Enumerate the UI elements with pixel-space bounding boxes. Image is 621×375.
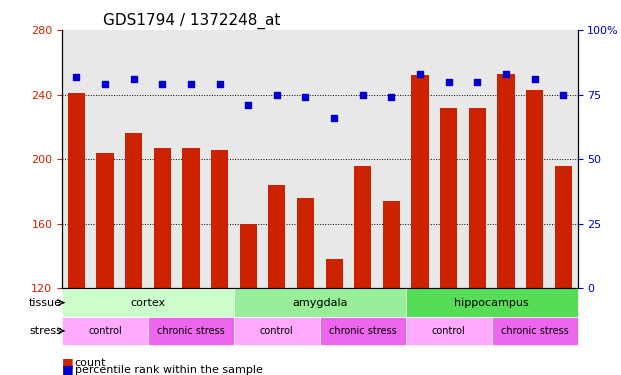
Point [358,92,368,98]
Point [71,74,81,80]
FancyBboxPatch shape [62,317,148,345]
Text: count: count [75,358,106,368]
Text: ■: ■ [62,356,74,369]
Point [301,94,310,100]
Point [473,79,483,85]
Text: tissue: tissue [29,298,62,307]
Point [501,71,511,77]
Bar [325,260,343,288]
Point [386,94,396,100]
FancyBboxPatch shape [148,317,234,345]
Text: cortex: cortex [130,298,166,307]
Bar [211,150,228,288]
Text: amygdala: amygdala [292,298,348,307]
Point [272,92,282,98]
Bar [183,148,199,288]
Bar [469,108,486,288]
Bar [526,90,543,288]
Bar [268,185,286,288]
Text: control: control [432,326,466,336]
Point [443,79,453,85]
Bar [412,75,428,288]
FancyBboxPatch shape [406,317,492,345]
Bar [555,166,572,288]
Point [558,92,568,98]
Point [530,76,540,82]
Bar [96,153,114,288]
Text: ■: ■ [62,363,74,375]
FancyBboxPatch shape [492,317,578,345]
Point [415,71,425,77]
Text: chronic stress: chronic stress [157,326,225,336]
Bar [497,74,515,288]
Bar [68,93,85,288]
Text: stress: stress [29,326,62,336]
FancyBboxPatch shape [234,317,320,345]
FancyBboxPatch shape [320,317,406,345]
Point [129,76,138,82]
Bar [240,224,257,288]
Point [186,81,196,87]
FancyBboxPatch shape [62,288,234,317]
FancyBboxPatch shape [406,288,578,317]
Point [215,81,225,87]
Text: hippocampus: hippocampus [454,298,529,307]
Bar [297,198,314,288]
Point [329,115,339,121]
Text: chronic stress: chronic stress [329,326,397,336]
Text: GDS1794 / 1372248_at: GDS1794 / 1372248_at [103,12,281,28]
Bar [354,166,371,288]
Text: control: control [260,326,294,336]
Text: control: control [88,326,122,336]
Point [100,81,110,87]
Point [157,81,167,87]
Text: percentile rank within the sample: percentile rank within the sample [75,365,263,375]
Bar [125,134,142,288]
Text: chronic stress: chronic stress [501,326,568,336]
Bar [154,148,171,288]
FancyBboxPatch shape [234,288,406,317]
Bar [383,201,400,288]
Point [243,102,253,108]
Bar [440,108,457,288]
